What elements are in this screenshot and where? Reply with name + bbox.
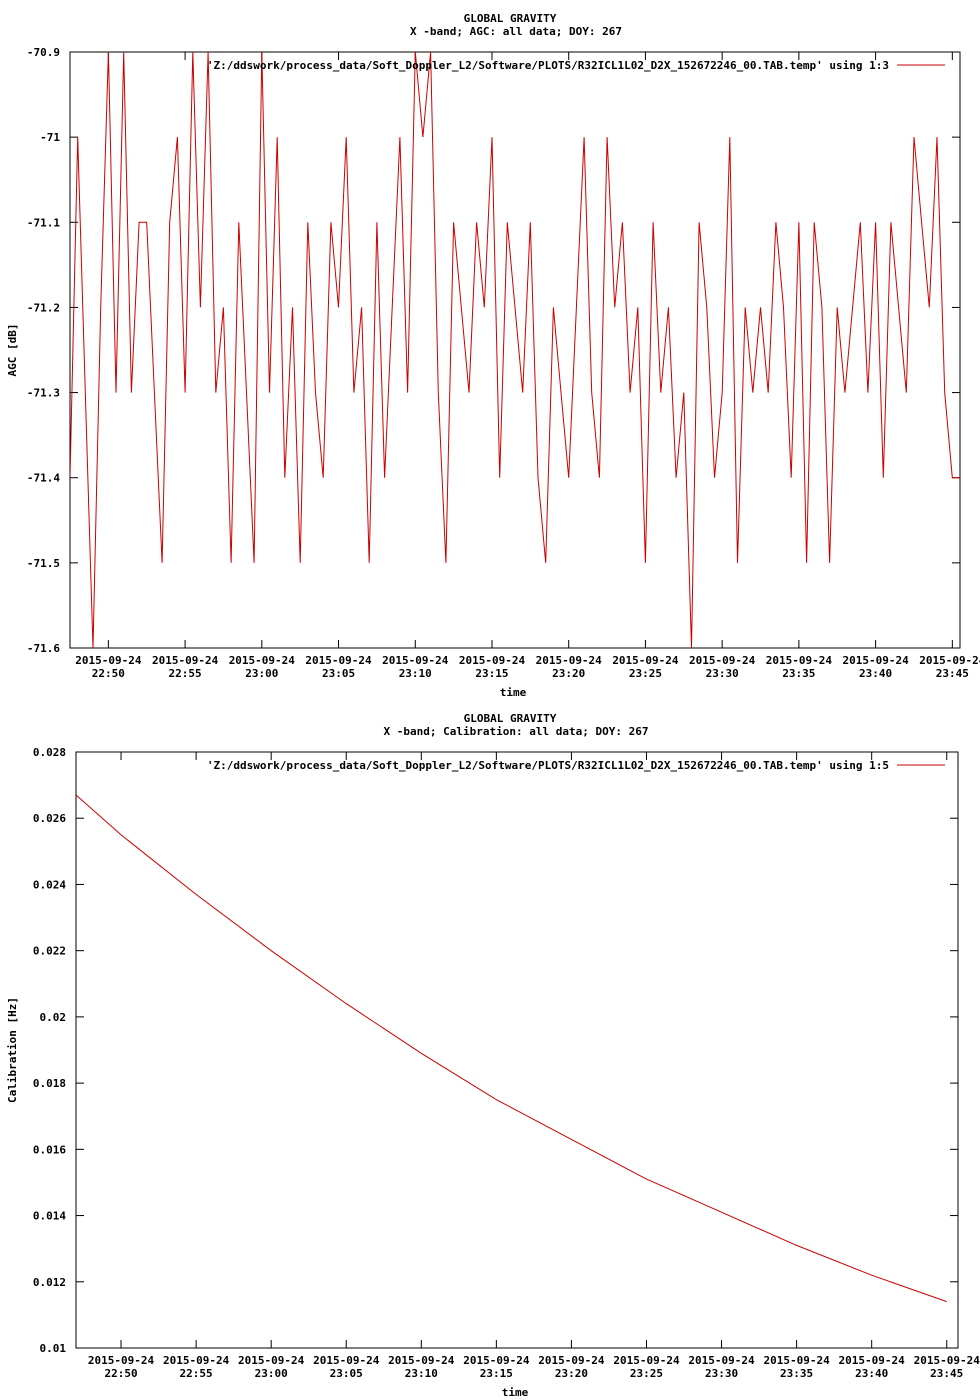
series-line (76, 794, 947, 1303)
x-tick-time-label: 23:45 (930, 1367, 963, 1380)
x-tick-time-label: 23:10 (405, 1367, 438, 1380)
y-tick-label: 0.018 (33, 1077, 66, 1090)
x-tick-time-label: 22:50 (104, 1367, 137, 1380)
x-tick-date-label: 2015-09-24 (238, 1354, 305, 1367)
chart-title: GLOBAL GRAVITY (464, 712, 557, 725)
x-tick-date-label: 2015-09-24 (763, 1354, 830, 1367)
x-tick-time-label: 23:35 (782, 667, 815, 680)
y-tick-label: 0.016 (33, 1143, 66, 1156)
x-tick-date-label: 2015-09-24 (163, 1354, 230, 1367)
x-tick-date-label: 2015-09-24 (536, 654, 603, 667)
x-tick-date-label: 2015-09-24 (388, 1354, 455, 1367)
x-tick-date-label: 2015-09-24 (766, 654, 833, 667)
y-tick-label: -71.5 (27, 557, 60, 570)
y-tick-label: -70.9 (27, 46, 60, 59)
x-tick-date-label: 2015-09-24 (305, 654, 372, 667)
x-tick-time-label: 23:15 (475, 667, 508, 680)
x-tick-date-label: 2015-09-24 (919, 654, 980, 667)
y-tick-label: 0.028 (33, 746, 66, 759)
x-tick-time-label: 23:25 (629, 667, 662, 680)
x-tick-date-label: 2015-09-24 (688, 1354, 755, 1367)
x-tick-date-label: 2015-09-24 (689, 654, 756, 667)
x-tick-date-label: 2015-09-24 (613, 1354, 680, 1367)
series-line (70, 52, 960, 648)
x-tick-date-label: 2015-09-24 (75, 654, 142, 667)
x-tick-date-label: 2015-09-24 (839, 1354, 906, 1367)
y-tick-label: 0.012 (33, 1276, 66, 1289)
y-axis-label: Calibration [Hz] (6, 997, 19, 1103)
x-tick-time-label: 23:20 (552, 667, 585, 680)
x-tick-date-label: 2015-09-24 (459, 654, 526, 667)
x-tick-date-label: 2015-09-24 (842, 654, 909, 667)
x-tick-date-label: 2015-09-24 (382, 654, 449, 667)
x-axis-label: time (502, 1386, 529, 1399)
chart-title: GLOBAL GRAVITY (464, 12, 557, 25)
y-tick-label: 0.022 (33, 945, 66, 958)
x-tick-time-label: 22:50 (92, 667, 125, 680)
y-tick-label: 0.014 (33, 1210, 66, 1223)
x-tick-date-label: 2015-09-24 (88, 1354, 155, 1367)
y-tick-label: 0.026 (33, 812, 66, 825)
x-tick-date-label: 2015-09-24 (612, 654, 679, 667)
y-tick-label: -71.1 (27, 216, 60, 229)
x-tick-time-label: 23:20 (555, 1367, 588, 1380)
y-tick-label: -71.6 (27, 642, 60, 655)
y-tick-label: -71.2 (27, 301, 60, 314)
x-tick-time-label: 23:25 (630, 1367, 663, 1380)
legend-label: 'Z:/ddswork/process_data/Soft_Doppler_L2… (207, 59, 889, 72)
x-tick-time-label: 22:55 (169, 667, 202, 680)
y-axis-label: AGC [dB] (6, 324, 19, 377)
x-axis-label: time (500, 686, 527, 699)
y-tick-label: -71.4 (27, 472, 60, 485)
y-tick-label: 0.024 (33, 878, 66, 891)
x-tick-date-label: 2015-09-24 (152, 654, 219, 667)
chart-subtitle: X -band; Calibration: all data; DOY: 267 (384, 725, 649, 738)
x-tick-time-label: 23:40 (859, 667, 892, 680)
x-tick-date-label: 2015-09-24 (463, 1354, 530, 1367)
y-tick-label: 0.02 (40, 1011, 67, 1024)
x-tick-time-label: 23:00 (245, 667, 278, 680)
x-tick-time-label: 23:45 (936, 667, 969, 680)
x-tick-time-label: 23:15 (480, 1367, 513, 1380)
x-tick-time-label: 23:40 (855, 1367, 888, 1380)
legend-label: 'Z:/ddswork/process_data/Soft_Doppler_L2… (207, 759, 889, 772)
x-tick-time-label: 23:10 (399, 667, 432, 680)
x-tick-date-label: 2015-09-24 (229, 654, 296, 667)
x-tick-date-label: 2015-09-24 (914, 1354, 980, 1367)
x-tick-time-label: 23:35 (780, 1367, 813, 1380)
x-tick-time-label: 23:30 (706, 667, 739, 680)
x-tick-time-label: 22:55 (180, 1367, 213, 1380)
x-tick-time-label: 23:30 (705, 1367, 738, 1380)
plot-frame (75, 751, 959, 1349)
chart-subtitle: X -band; AGC: all data; DOY: 267 (410, 25, 622, 38)
x-tick-time-label: 23:00 (255, 1367, 288, 1380)
y-tick-label: 0.01 (40, 1342, 67, 1355)
x-tick-time-label: 23:05 (330, 1367, 363, 1380)
x-tick-time-label: 23:05 (322, 667, 355, 680)
plot-frame (69, 51, 961, 649)
y-tick-label: -71.3 (27, 387, 60, 400)
y-tick-label: -71 (40, 131, 60, 144)
x-tick-date-label: 2015-09-24 (538, 1354, 605, 1367)
x-tick-date-label: 2015-09-24 (313, 1354, 380, 1367)
